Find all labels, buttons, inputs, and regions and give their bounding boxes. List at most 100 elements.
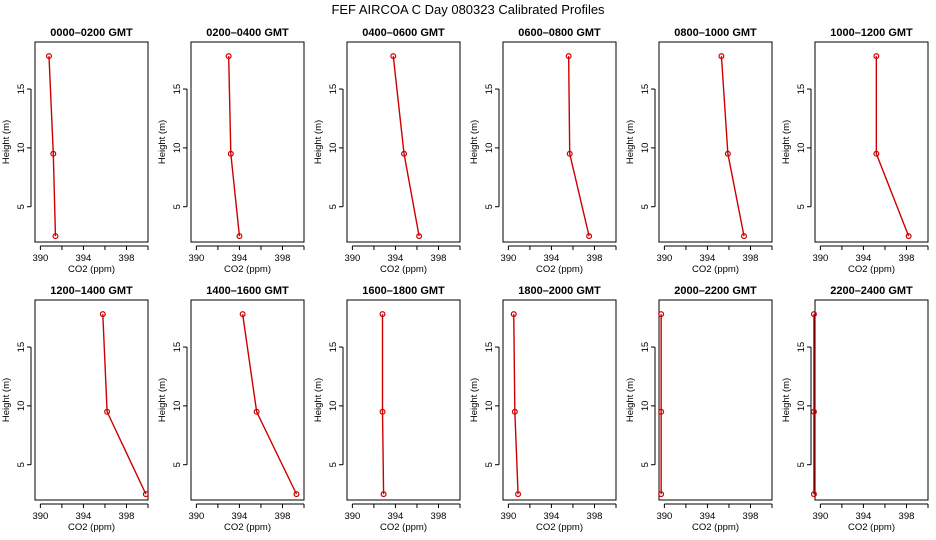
data-point: [379, 311, 386, 318]
profile-line: [875, 56, 910, 237]
y-tick-label: 5: [796, 204, 807, 209]
data-point: [236, 233, 243, 240]
plot-frame: [346, 41, 461, 243]
profile-panel-8: 1600–1800 GMT 390 394 398 CO2 (ppm) 5 10 15 Heig…: [313, 285, 461, 533]
data-point: [253, 408, 260, 415]
data-point: [380, 491, 387, 498]
y-axis-label: Height (m): [781, 120, 792, 164]
panel-title: 0200–0400 GMT: [206, 27, 289, 39]
data-point: [873, 53, 880, 60]
y-tick-label: 5: [172, 204, 183, 209]
plot-frame: [190, 299, 305, 501]
y-tick-label: 10: [328, 401, 339, 412]
data-point: [225, 53, 232, 60]
plot-frame: [34, 41, 149, 243]
profile-panel-10: 2000–2200 GMT 390 394 398 CO2 (ppm) 5 10 15 Heig…: [625, 285, 773, 533]
x-tick-label: 390: [812, 511, 828, 522]
data-point: [741, 233, 748, 240]
data-point: [227, 150, 234, 157]
plot-frame: [34, 299, 149, 501]
profile-panel-9: 1800–2000 GMT 390 394 398 CO2 (ppm) 5 10 15 Heig…: [469, 285, 617, 533]
panel-title: 1200–1400 GMT: [50, 285, 133, 297]
profile-panel-11: 2200–2400 GMT 390 394 398 CO2 (ppm) 5 10 15 Heig…: [781, 285, 929, 533]
y-tick-label: 15: [16, 84, 27, 95]
profile-line: [567, 56, 590, 237]
panel-title: 0000–0200 GMT: [50, 27, 133, 39]
profile-line: [227, 56, 241, 237]
x-tick-label: 394: [699, 253, 715, 264]
x-tick-label: 394: [855, 253, 871, 264]
data-point: [99, 311, 106, 318]
y-tick-label: 10: [16, 143, 27, 154]
data-point: [566, 150, 573, 157]
x-tick-label: 390: [812, 253, 828, 264]
y-tick-label: 5: [328, 204, 339, 209]
x-tick-label: 398: [899, 253, 915, 264]
plot-frame: [190, 41, 305, 243]
x-tick-label: 394: [231, 511, 247, 522]
data-point: [50, 150, 57, 157]
plot-frame: [814, 41, 929, 243]
y-axis-label: Height (m): [781, 378, 792, 422]
data-point: [724, 150, 731, 157]
plot-frame: [658, 41, 773, 243]
data-point: [658, 408, 665, 415]
x-tick-label: 390: [32, 511, 48, 522]
panel-title: 2200–2400 GMT: [830, 285, 913, 297]
data-point: [658, 491, 665, 498]
data-point: [390, 53, 397, 60]
x-tick-label: 398: [119, 253, 135, 264]
x-tick-label: 398: [275, 253, 291, 264]
x-tick-label: 394: [699, 511, 715, 522]
y-tick-label: 10: [484, 401, 495, 412]
y-tick-label: 10: [172, 401, 183, 412]
x-tick-label: 394: [75, 511, 91, 522]
y-axis-label: Height (m): [157, 378, 168, 422]
x-tick-label: 390: [656, 253, 672, 264]
data-point: [239, 311, 246, 318]
data-point: [565, 53, 572, 60]
profile-line: [48, 56, 57, 237]
y-tick-label: 10: [640, 401, 651, 412]
x-tick-label: 390: [188, 511, 204, 522]
x-axis-label: CO2 (ppm): [224, 264, 271, 275]
plot-frame: [502, 41, 617, 243]
x-tick-label: 394: [855, 511, 871, 522]
data-point: [515, 491, 522, 498]
x-tick-label: 390: [656, 511, 672, 522]
data-point: [810, 408, 817, 415]
x-tick-label: 398: [899, 511, 915, 522]
panel-title: 2000–2200 GMT: [674, 285, 757, 297]
profile-panel-7: 1400–1600 GMT 390 394 398 CO2 (ppm) 5 10 15 Heig…: [157, 285, 305, 533]
panel-title: 1400–1600 GMT: [206, 285, 289, 297]
x-axis-label: CO2 (ppm): [380, 264, 427, 275]
y-tick-label: 15: [484, 84, 495, 95]
profile-panel-6: 1200–1400 GMT 390 394 398 CO2 (ppm) 5 10 15 Heig…: [1, 285, 149, 533]
x-tick-label: 390: [500, 253, 516, 264]
y-axis-label: Height (m): [469, 120, 480, 164]
y-axis-label: Height (m): [625, 120, 636, 164]
y-tick-label: 5: [16, 462, 27, 467]
data-point: [718, 53, 725, 60]
y-tick-label: 15: [172, 84, 183, 95]
profile-panel-4: 0800–1000 GMT 390 394 398 CO2 (ppm) 5 10 15 Heig…: [625, 27, 773, 275]
data-point: [810, 491, 817, 498]
profile-line: [392, 56, 420, 237]
y-tick-label: 5: [328, 462, 339, 467]
y-axis-label: Height (m): [625, 378, 636, 422]
panel-title: 0800–1000 GMT: [674, 27, 757, 39]
x-axis-label: CO2 (ppm): [380, 522, 427, 533]
x-tick-label: 394: [543, 511, 559, 522]
y-axis-label: Height (m): [313, 378, 324, 422]
x-tick-label: 398: [587, 253, 603, 264]
y-tick-label: 10: [796, 401, 807, 412]
plot-frame: [814, 299, 929, 501]
x-axis-label: CO2 (ppm): [224, 522, 271, 533]
profile-panel-3: 0600–0800 GMT 390 394 398 CO2 (ppm) 5 10 15 Heig…: [469, 27, 617, 275]
y-tick-label: 10: [172, 143, 183, 154]
x-tick-label: 398: [275, 511, 291, 522]
y-axis-label: Height (m): [313, 120, 324, 164]
y-tick-label: 15: [484, 342, 495, 353]
plot-frame: [502, 299, 617, 501]
